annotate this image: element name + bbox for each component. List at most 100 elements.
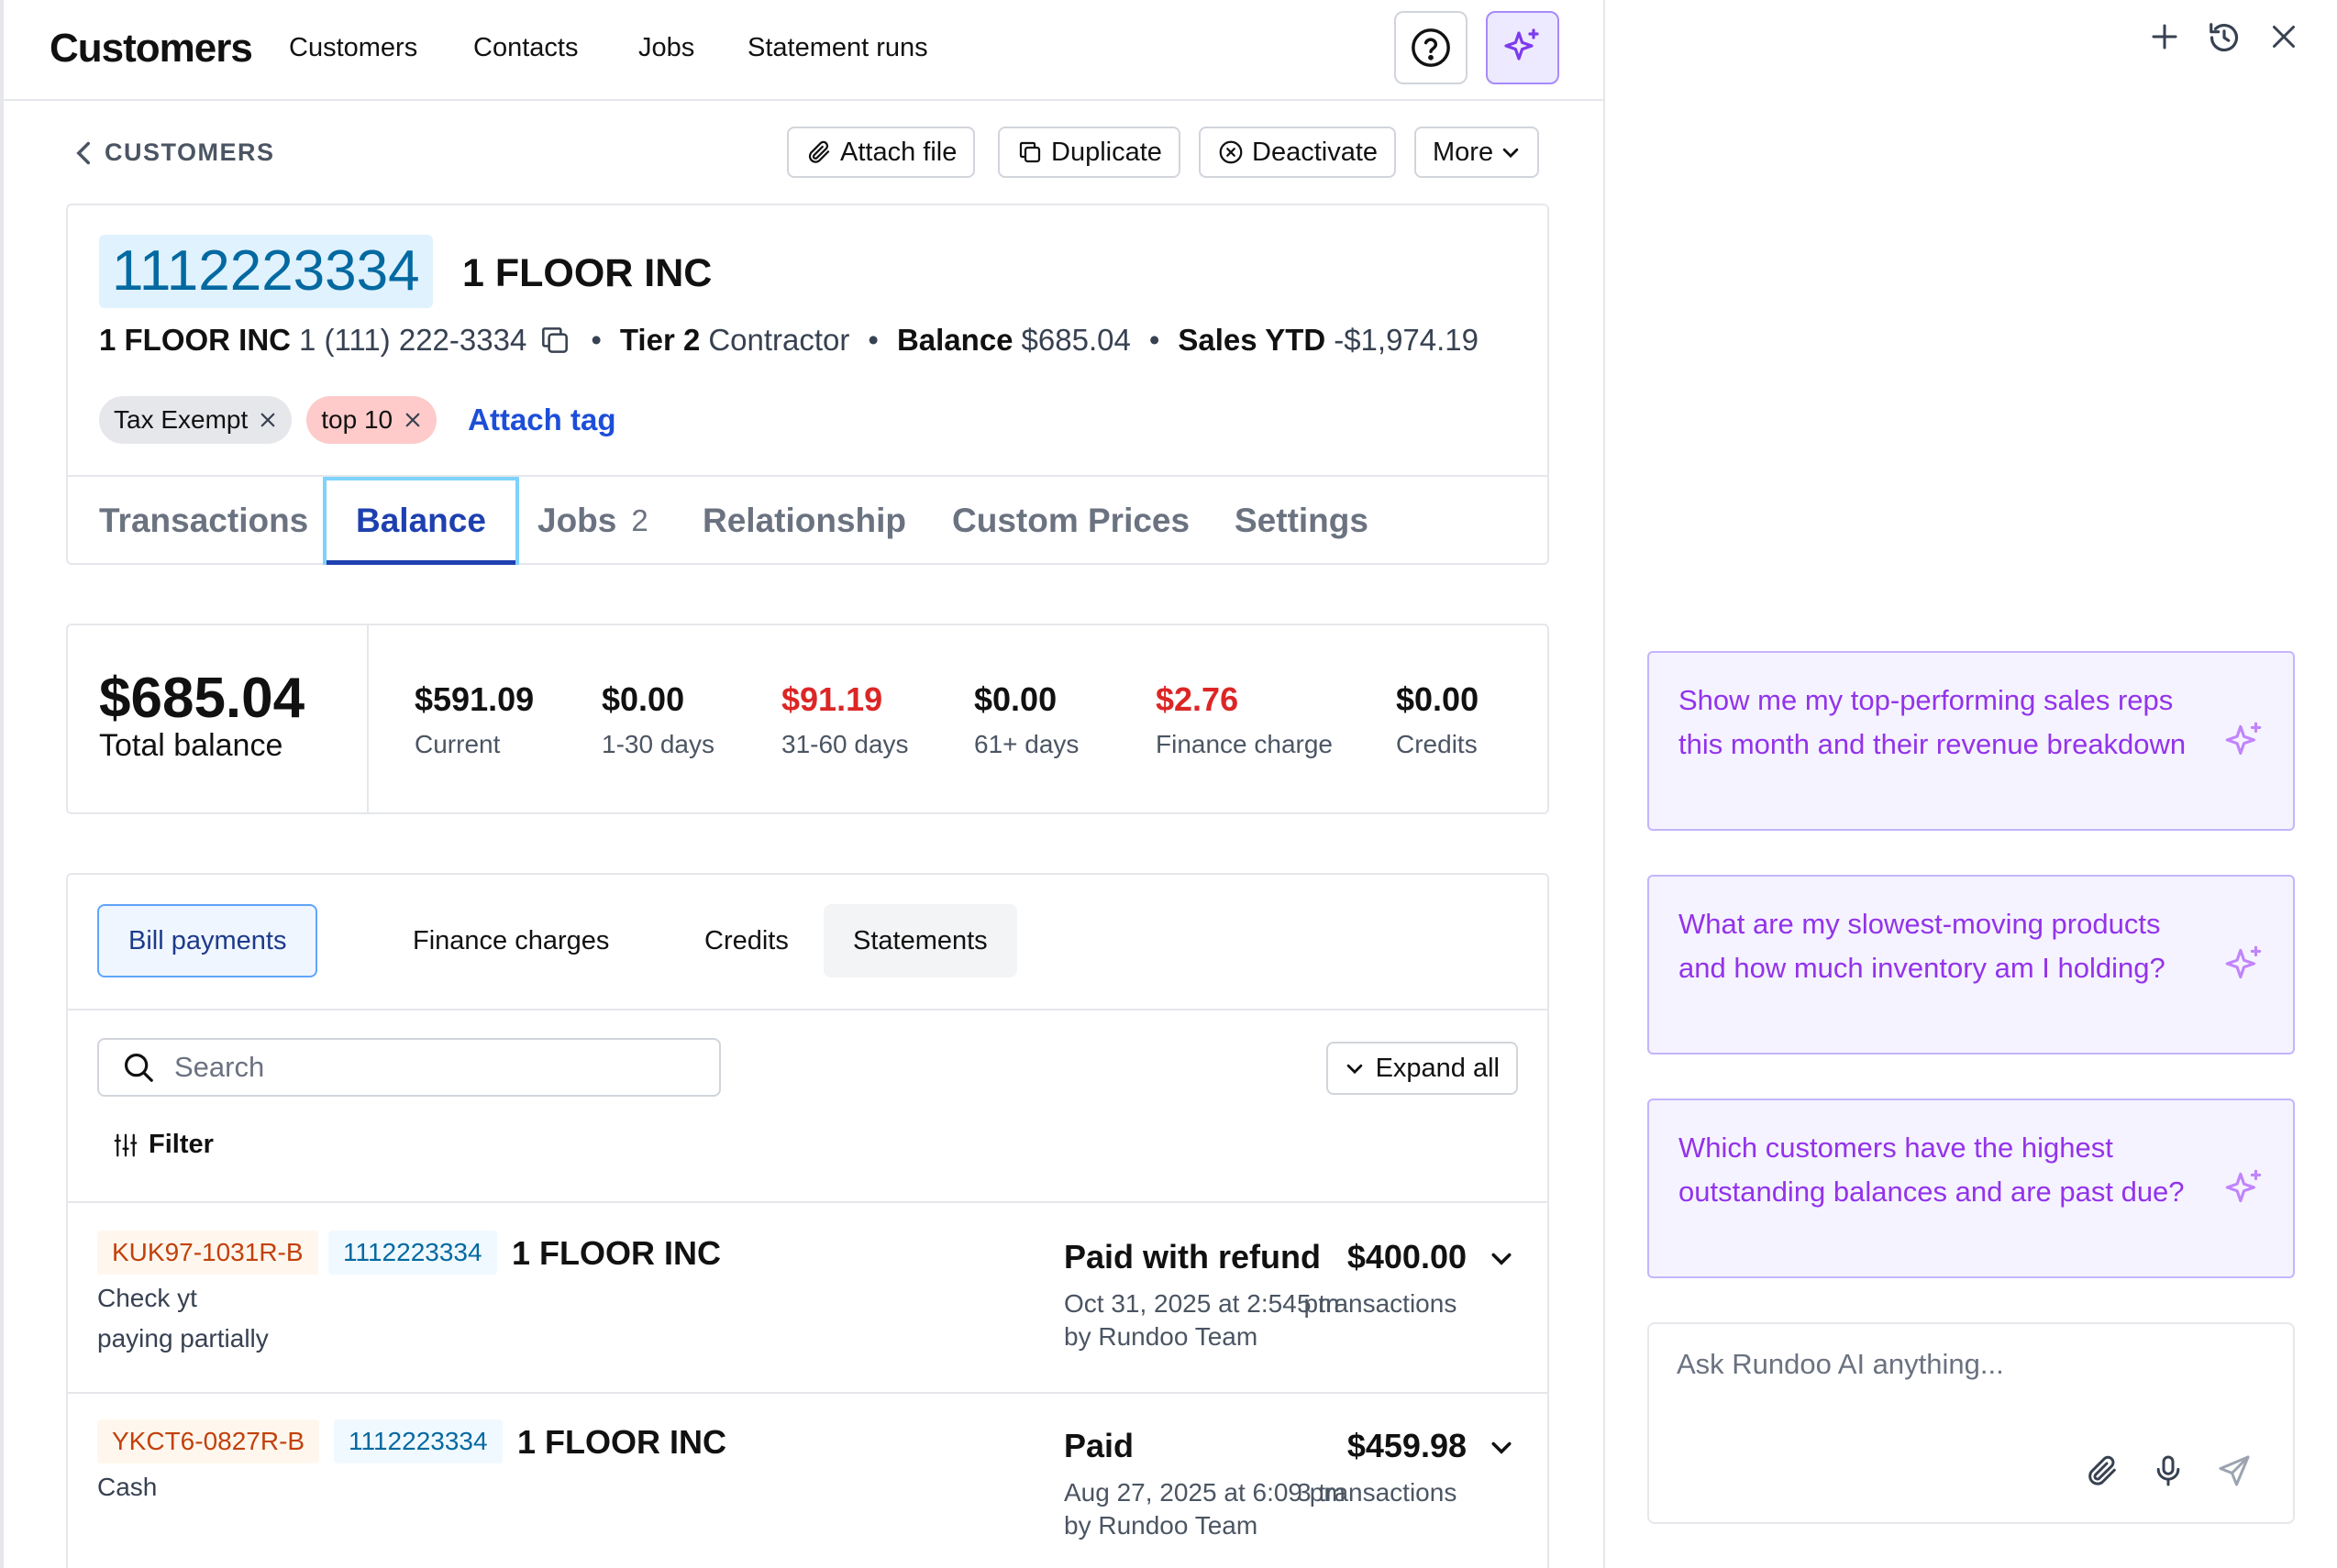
close-icon[interactable] [404,411,422,429]
nav-jobs[interactable]: Jobs [638,33,695,62]
divider [68,1392,1547,1394]
chevron-left-icon [75,140,92,166]
payment-method: Check yt [97,1284,197,1312]
filter-button[interactable]: Filter [112,1130,214,1160]
tag-label: Tax Exempt [114,405,249,434]
suggestion-text: Which customers have the highest outstan… [1678,1132,2185,1208]
payment-note: paying partially [97,1324,269,1353]
transaction-count: 3 transactions [1297,1478,1457,1507]
bucket-value: $0.00 [974,680,1058,718]
nav-contacts[interactable]: Contacts [473,33,579,62]
search-box[interactable] [97,1038,721,1097]
filter-label: Filter [149,1130,214,1159]
customer-tabs: Transactions Balance Jobs 2 Relationship … [68,475,1547,565]
copy-phone-icon[interactable] [537,323,572,358]
tab-label: Custom Prices [952,502,1191,539]
row-customer-name: 1 FLOOR INC [517,1423,727,1461]
bucket-value: $2.76 [1156,680,1239,718]
subtab-credits[interactable]: Credits [704,925,789,955]
suggestion-card[interactable]: Which customers have the highest outstan… [1647,1099,2295,1278]
tab-label: Transactions [99,502,309,539]
chat-box [1647,1322,2295,1524]
tab-jobs[interactable]: Jobs 2 [537,477,648,565]
search-input[interactable] [174,1051,688,1084]
ai-assistant-panel: Show me my top-performing sales reps thi… [1605,0,2337,1568]
copy-icon [1016,138,1044,166]
total-balance-amount: $685.04 [99,667,305,730]
bucket-value: $0.00 [1396,680,1479,718]
close-icon[interactable] [259,411,277,429]
back-to-customers-link[interactable]: CUSTOMERS [75,138,275,167]
payment-status: Paid [1064,1427,1135,1464]
chevron-down-icon[interactable] [1489,1434,1514,1460]
balance-label: Balance [896,323,1013,357]
bucket-label: Finance charge [1156,730,1334,758]
subtab-statements[interactable]: Statements [824,904,1017,977]
suggestion-text: What are my slowest-moving products and … [1678,908,2165,984]
row-customer-name: 1 FLOOR INC [512,1234,722,1272]
separator-dot: • [1148,323,1160,357]
tag-top-10: top 10 [306,396,437,444]
jobs-count: 2 [631,503,648,537]
sparkle-icon [2221,719,2267,765]
divider [68,1009,1547,1010]
suggestion-card[interactable]: What are my slowest-moving products and … [1647,875,2295,1055]
duplicate-label: Duplicate [1051,137,1162,167]
tab-custom-prices[interactable]: Custom Prices [952,477,1190,565]
help-button[interactable] [1394,11,1468,84]
suggestion-card[interactable]: Show me my top-performing sales reps thi… [1647,651,2295,831]
send-icon[interactable] [2216,1452,2253,1489]
chat-input[interactable] [1677,1348,2264,1381]
ai-assistant-button[interactable] [1486,11,1559,84]
nav-customers[interactable]: Customers [289,33,418,62]
separator-dot: • [868,323,879,357]
attach-file-button[interactable]: Attach file [787,127,976,178]
table-row[interactable]: KUK97-1031R-B 1112223334 1 FLOOR INC Che… [68,1203,1547,1392]
payments-card: Bill payments Finance charges Credits St… [66,873,1549,1568]
tab-settings[interactable]: Settings [1235,477,1368,565]
paperclip-icon[interactable] [2084,1452,2121,1489]
back-label: CUSTOMERS [105,138,275,166]
tab-relationship[interactable]: Relationship [703,477,906,565]
deactivate-button[interactable]: Deactivate [1199,127,1397,178]
divider [68,1201,1547,1203]
history-icon[interactable] [2207,20,2242,55]
chevron-down-icon [1501,142,1521,162]
tab-label: Jobs [537,502,617,539]
aging-bucket-61-plus: $0.00 61+ days [974,680,1079,759]
more-button[interactable]: More [1414,127,1540,178]
aging-bucket-credits: $0.00 Credits [1396,680,1479,759]
customer-number-chip: 1112223334 [328,1231,497,1275]
total-balance: $685.04 Total balance [68,625,369,812]
attach-file-label: Attach file [840,137,958,167]
payment-by: by Rundoo Team [1064,1322,1258,1351]
microphone-icon[interactable] [2150,1452,2187,1489]
payment-date: Oct 31, 2025 at 2:54 pm [1064,1289,1340,1318]
deactivate-label: Deactivate [1252,137,1379,167]
bucket-label: 1-30 days [602,730,714,758]
phone-number: 1 (111) 222-3334 [299,323,527,357]
bucket-value: $591.09 [415,680,535,718]
balance-summary-card: $685.04 Total balance $591.09 Current $0… [66,624,1549,814]
customer-meta: 1 FLOOR INC 1 (111) 222-3334 • Tier 2 Co… [99,323,1479,358]
attach-tag-link[interactable]: Attach tag [468,403,616,436]
tab-transactions[interactable]: Transactions [99,477,308,565]
sparkle-icon [2221,943,2267,988]
aging-bucket-1-30: $0.00 1-30 days [602,680,714,759]
chevron-down-icon[interactable] [1489,1245,1514,1271]
close-icon[interactable] [2267,20,2300,53]
tier-label: Tier 2 [619,323,701,357]
nav-statement-runs[interactable]: Statement runs [748,33,928,62]
duplicate-button[interactable]: Duplicate [998,127,1180,178]
more-label: More [1433,137,1494,167]
sales-ytd-value: -$1,974.19 [1334,323,1479,357]
tab-balance[interactable]: Balance [323,477,519,565]
customer-name: 1 FLOOR INC [462,251,713,295]
table-row[interactable]: YKCT6-0827R-B 1112223334 1 FLOOR INC Cas… [68,1392,1547,1568]
bucket-value: $91.19 [781,680,883,718]
expand-all-button[interactable]: Expand all [1325,1042,1518,1095]
subtab-bill-payments[interactable]: Bill payments [97,904,318,977]
paperclip-icon [805,138,833,166]
subtab-finance-charges[interactable]: Finance charges [413,925,610,955]
plus-icon[interactable] [2148,20,2181,53]
